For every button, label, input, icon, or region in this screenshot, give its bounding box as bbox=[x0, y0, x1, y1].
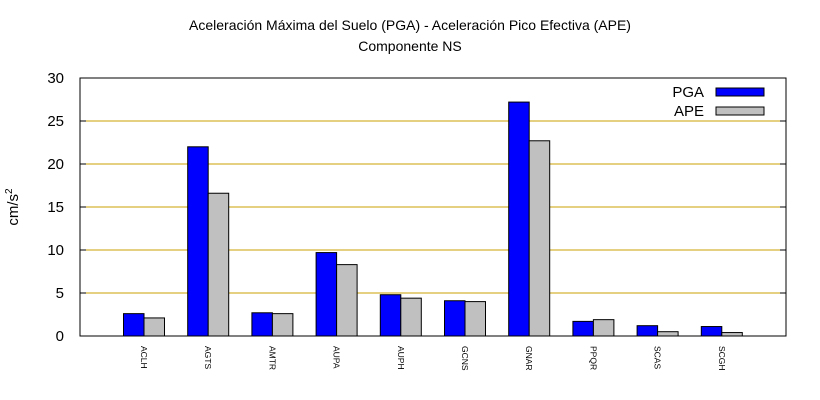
x-tick-label: PPQR bbox=[588, 346, 598, 370]
bars-group bbox=[123, 101, 743, 337]
bar-pga bbox=[700, 326, 723, 337]
bar-ape bbox=[336, 264, 358, 337]
bar-pga bbox=[251, 312, 273, 337]
y-tick-label: 20 bbox=[47, 156, 64, 173]
y-tick-label: 5 bbox=[56, 285, 64, 302]
bar-pga bbox=[444, 300, 466, 337]
chart-subtitle: Componente NS bbox=[358, 38, 462, 54]
x-tick-label: GCNS bbox=[460, 346, 470, 371]
y-tick-label: 10 bbox=[47, 242, 64, 259]
x-tick-label: AUPH bbox=[396, 346, 406, 370]
bar-ape bbox=[271, 313, 294, 337]
bar-ape bbox=[528, 140, 551, 337]
chart-title: Aceleración Máxima del Suelo (PGA) - Ace… bbox=[189, 17, 631, 33]
y-tick-label: 25 bbox=[47, 113, 64, 130]
legend-swatch bbox=[715, 106, 765, 116]
bar-ape bbox=[400, 297, 422, 337]
x-tick-label: AGTS bbox=[203, 346, 213, 369]
grid-lines bbox=[80, 120, 786, 294]
x-tick-label: SCAS bbox=[653, 346, 663, 369]
bar-pga bbox=[636, 325, 659, 337]
bar-pga bbox=[315, 252, 338, 337]
bar-pga bbox=[187, 146, 209, 337]
x-tick-label: AUPA bbox=[332, 346, 342, 369]
bar-ape bbox=[207, 192, 230, 337]
y-tick-label: 15 bbox=[47, 199, 64, 216]
legend-swatch bbox=[715, 87, 765, 97]
bar-pga bbox=[379, 294, 402, 337]
y-axis: 0 5 10 15 20 25 30 bbox=[47, 70, 786, 345]
x-tick-label: SCGH bbox=[717, 346, 727, 371]
bar-ape bbox=[464, 301, 486, 337]
bar-ape bbox=[592, 319, 615, 337]
x-tick-label: AMTR bbox=[267, 346, 277, 370]
legend: PGA APE bbox=[672, 84, 765, 120]
legend-label: PGA bbox=[672, 84, 704, 101]
bar-ape bbox=[721, 332, 743, 337]
x-axis: ACLH AGTS AMTR AUPA AUPH GCNS GNAR PPQR SCAS SCGH bbox=[139, 346, 727, 371]
bar-pga bbox=[123, 313, 145, 337]
bar-pga bbox=[508, 101, 530, 337]
x-tick-label: ACLH bbox=[139, 346, 149, 369]
y-axis-label: cm/s2 bbox=[4, 188, 22, 226]
y-tick-label: 0 bbox=[56, 328, 64, 345]
x-tick-label: GNAR bbox=[524, 346, 534, 371]
bar-ape bbox=[143, 317, 165, 337]
bar-ape bbox=[657, 331, 679, 337]
y-tick-label: 30 bbox=[47, 70, 64, 87]
bar-pga bbox=[572, 320, 594, 337]
legend-label: APE bbox=[674, 103, 704, 120]
